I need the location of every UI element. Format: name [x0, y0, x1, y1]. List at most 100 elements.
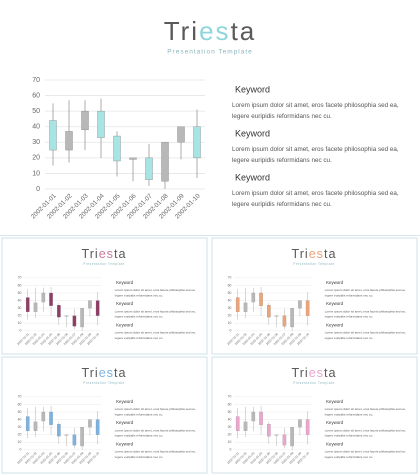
y-tick-label: 70	[18, 276, 22, 280]
subtitle: Presentation Template	[83, 381, 124, 385]
y-tick-label: 60	[18, 283, 22, 287]
title-part: es	[309, 247, 324, 261]
candle-body	[33, 421, 38, 431]
candle-body	[282, 315, 287, 327]
candle-body	[88, 419, 92, 428]
title-part: es	[309, 366, 324, 380]
candle-body	[243, 421, 248, 431]
subtitle: Presentation Template	[167, 49, 253, 56]
title-part: Tri	[82, 366, 99, 380]
y-tick-label: 20	[228, 433, 232, 437]
thumbnail-frame	[211, 356, 418, 474]
title-part: ta	[114, 366, 126, 380]
candle-body	[88, 300, 92, 309]
candle-body	[49, 120, 57, 151]
title: Triesta	[82, 247, 127, 261]
candle-body	[64, 434, 69, 436]
candle-body	[267, 304, 271, 318]
y-tick-label: 10	[18, 321, 22, 325]
title-part: ta	[324, 366, 336, 380]
candle-body	[49, 292, 53, 306]
note-heading: Keyword	[326, 420, 344, 425]
y-tick-label: 50	[228, 410, 232, 414]
y-tick-label: 0	[20, 329, 22, 333]
candle-body	[65, 131, 73, 151]
candle-body	[57, 304, 61, 318]
note-text: Lorem ipsum dolor sit amet, eros facete …	[232, 146, 399, 164]
title-part: ta	[324, 247, 336, 261]
note-text: Lorem ipsum dolor sit amet, eros facete …	[114, 288, 196, 298]
note-heading: Keyword	[116, 301, 134, 306]
title-part: Tri	[292, 366, 309, 380]
candle-body	[235, 297, 240, 312]
y-tick-label: 30	[228, 306, 232, 310]
note-heading: Keyword	[116, 420, 134, 425]
candle-body	[41, 292, 46, 303]
y-tick-label: 70	[228, 276, 232, 280]
candle-body	[81, 110, 89, 131]
note-heading: Keyword	[116, 399, 134, 404]
y-tick-label: 0	[36, 186, 40, 193]
candle-body	[80, 427, 84, 447]
title: Triesta	[82, 366, 127, 380]
y-tick-label: 30	[32, 139, 40, 146]
note-heading: Keyword	[116, 280, 134, 285]
title-part: ta	[231, 16, 257, 46]
subtitle: Presentation Template	[83, 262, 124, 266]
candle-body	[64, 315, 69, 317]
note-box: Lorem ipsum dolor sit amet, eros facete …	[324, 288, 406, 298]
note-text: Lorem ipsum dolor sit amet, eros facete …	[114, 331, 196, 341]
candle-body	[145, 157, 153, 180]
y-tick-label: 40	[228, 298, 232, 302]
y-tick-label: 30	[18, 425, 22, 429]
y-tick-label: 40	[18, 417, 22, 421]
title: Triesta	[164, 16, 257, 46]
y-tick-label: 20	[18, 433, 22, 437]
y-tick-label: 50	[18, 291, 22, 295]
note-heading: Keyword	[326, 323, 344, 328]
note-heading: Keyword	[326, 301, 344, 306]
thumbnail-frame	[1, 237, 208, 355]
y-tick-label: 60	[228, 402, 232, 406]
candle-body	[298, 419, 302, 428]
candle-body	[259, 411, 263, 425]
y-tick-label: 70	[18, 395, 22, 399]
note-heading: Keyword	[326, 442, 344, 447]
note-text: Lorem ipsum dolor sit amet, eros facete …	[114, 407, 196, 417]
note-text: Lorem ipsum dolor sit amet, eros facete …	[324, 288, 406, 298]
note-heading: Keyword	[116, 323, 134, 328]
y-tick-label: 10	[18, 440, 22, 444]
title-part: es	[199, 16, 230, 46]
y-tick-label: 70	[32, 77, 40, 84]
note-text: Lorem ipsum dolor sit amet, eros facete …	[232, 190, 399, 208]
note-text: Lorem ipsum dolor sit amet, eros facete …	[114, 450, 196, 460]
title-part: es	[99, 247, 114, 261]
subtitle: Presentation Template	[293, 262, 334, 266]
candle-body	[80, 308, 84, 328]
note-text: Lorem ipsum dolor sit amet, eros facete …	[324, 407, 406, 417]
candle-body	[259, 292, 263, 306]
note-text: Lorem ipsum dolor sit amet, eros facete …	[324, 331, 406, 341]
title-part: Tri	[292, 247, 309, 261]
candle-body	[57, 423, 61, 437]
candle-body	[290, 308, 294, 328]
candle-body	[235, 416, 240, 431]
candle-body	[25, 416, 30, 431]
candle-body	[193, 126, 201, 159]
note-heading: Keyword	[326, 399, 344, 404]
thumbnail-frame	[1, 356, 208, 474]
note-text: Lorem ipsum dolor sit amet, eros facete …	[324, 450, 406, 460]
note-heading: Keyword	[116, 442, 134, 447]
candle-body	[25, 297, 30, 312]
candle-body	[95, 419, 100, 435]
title: Triesta	[292, 366, 337, 380]
y-tick-label: 50	[18, 410, 22, 414]
note-box: Lorem ipsum dolor sit amet, eros facete …	[324, 450, 406, 460]
candle-body	[251, 411, 256, 422]
candle-body	[41, 411, 46, 422]
note-heading: Keyword	[235, 84, 270, 94]
